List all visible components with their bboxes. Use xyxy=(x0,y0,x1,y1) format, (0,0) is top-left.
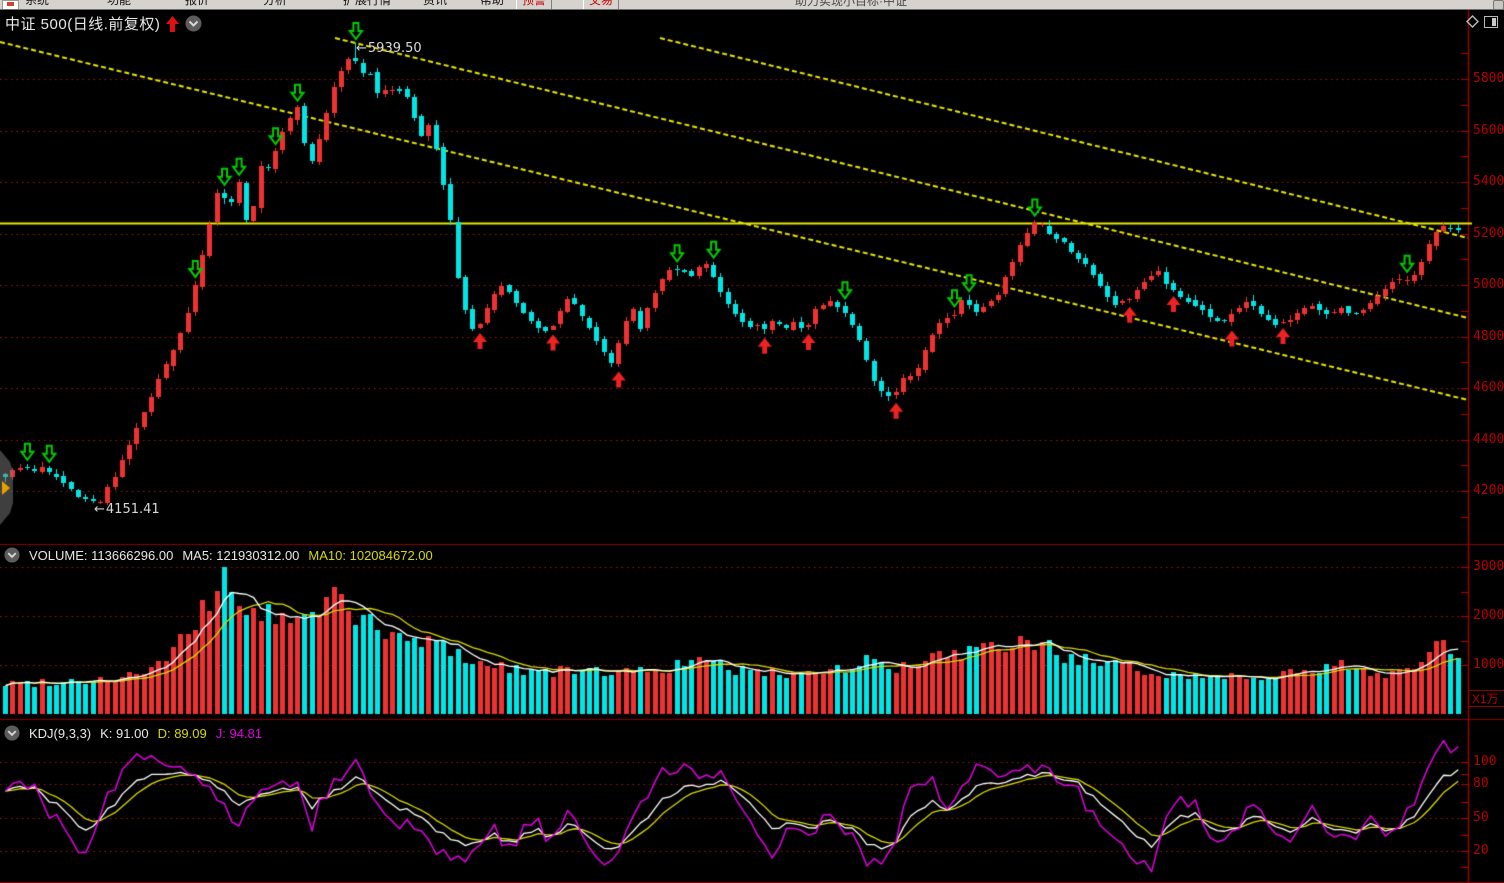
diamond-icon[interactable] xyxy=(1466,15,1479,28)
kdj-axis-label: 50 xyxy=(1473,809,1489,825)
volume-value: VOLUME: 113666296.00 xyxy=(29,547,174,563)
search-icon[interactable] xyxy=(1493,0,1504,9)
kdj-collapse-chevron-icon[interactable] xyxy=(4,725,20,741)
menu-item-6[interactable]: 帮助 xyxy=(480,0,505,7)
watermark-text: 助力实现小目标·中证 xyxy=(795,0,907,8)
high-price-annotation: ←5939.50 xyxy=(356,41,422,56)
menu-item-5[interactable]: 资讯 xyxy=(423,0,448,7)
kdj-j-value: J: 94.81 xyxy=(215,725,262,741)
kdj-k-value: K: 91.00 xyxy=(100,725,149,741)
collapse-chevron-icon[interactable] xyxy=(185,15,202,32)
price-axis-label: 5600 xyxy=(1473,122,1504,138)
chart-title-row: 中证 500(日线.前复权) xyxy=(5,13,202,34)
price-axis-label: 5000 xyxy=(1473,277,1504,293)
volume-multiplier-badge: X1万 xyxy=(1468,690,1504,707)
left-arrow-icon: ← xyxy=(94,502,105,517)
split-window-icon[interactable] xyxy=(1484,15,1498,28)
volume-axis-label: 30000 xyxy=(1473,559,1504,574)
menu-item-2[interactable]: 报价 xyxy=(185,0,210,7)
menu-item-4[interactable]: 扩展行情 xyxy=(343,0,392,7)
menu-item-0[interactable]: 系统 xyxy=(25,0,50,7)
price-axis-label: 5400 xyxy=(1473,174,1504,190)
low-price-annotation: ←4151.41 xyxy=(94,502,160,517)
menu-item-1[interactable]: 功能 xyxy=(107,0,132,7)
price-axis-label: 5800 xyxy=(1473,70,1504,86)
price-axis-label: 4800 xyxy=(1473,328,1504,344)
volume-ma10-value: MA10: 102084672.00 xyxy=(308,547,433,563)
app-icon xyxy=(2,0,19,9)
price-axis-label: 5200 xyxy=(1473,225,1504,241)
trend-up-arrow-icon xyxy=(166,15,180,32)
menu-item-3[interactable]: 分析 xyxy=(263,0,288,7)
volume-collapse-chevron-icon[interactable] xyxy=(4,547,20,563)
volume-pane-header: VOLUME: 113666296.00 MA5: 121930312.00 M… xyxy=(4,547,433,563)
price-axis-label: 4400 xyxy=(1473,431,1504,447)
chart-title: 中证 500(日线.前复权) xyxy=(5,16,161,33)
left-arrow-icon: ← xyxy=(356,41,367,56)
kdj-name: KDJ(9,3,3) xyxy=(29,725,92,741)
price-axis-label: 4200 xyxy=(1473,483,1504,499)
kdj-axis-label: 20 xyxy=(1473,843,1489,858)
kdj-d-value: D: 89.09 xyxy=(157,725,207,741)
kdj-axis-label: 100 xyxy=(1473,754,1497,769)
menu-bar: 系统 功能 报价 分析 扩展行情 资讯 帮助 预警 交易 助力实现小目标·中证 xyxy=(0,0,1504,10)
chart-corner-controls xyxy=(1466,15,1498,28)
volume-axis-label: 20000 xyxy=(1473,608,1504,623)
menu-button-1[interactable]: 交易 xyxy=(583,0,620,9)
kdj-axis-label: 80 xyxy=(1473,776,1489,792)
volume-ma5-value: MA5: 121930312.00 xyxy=(182,547,300,563)
menu-button-0[interactable]: 预警 xyxy=(516,0,553,9)
volume-axis-label: 10000 xyxy=(1473,657,1504,672)
kdj-pane-header: KDJ(9,3,3) K: 91.00 D: 89.09 J: 94.81 xyxy=(4,725,262,741)
price-axis-label: 4600 xyxy=(1473,380,1504,396)
